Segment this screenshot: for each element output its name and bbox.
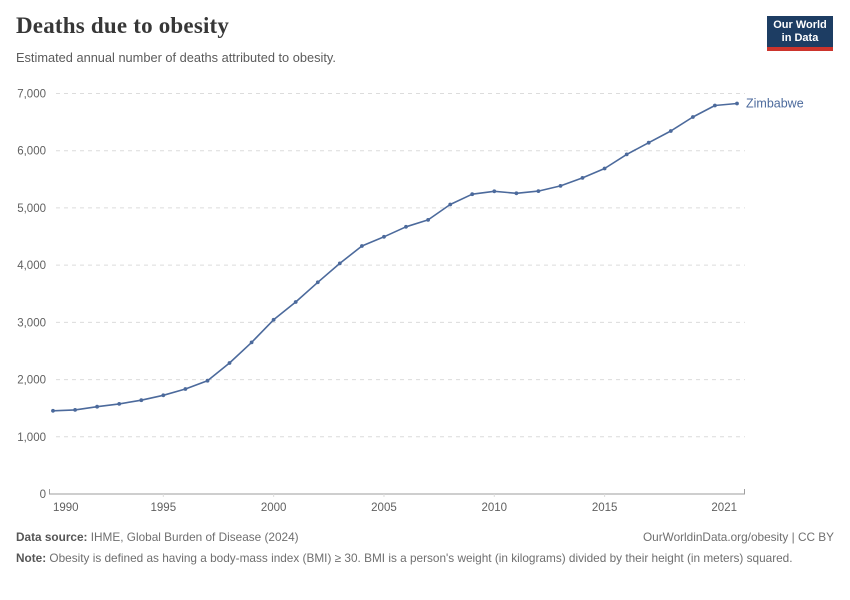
data-point[interactable] xyxy=(646,140,651,145)
data-point[interactable] xyxy=(73,408,77,412)
data-point[interactable] xyxy=(293,300,298,304)
data-point[interactable] xyxy=(51,408,55,413)
note-text: Obesity is defined as having a body-mass… xyxy=(46,550,793,565)
x-axis-tick-label: 2015 xyxy=(592,502,618,514)
note-label: Note: xyxy=(16,550,47,565)
data-point[interactable] xyxy=(183,387,188,391)
data-point[interactable] xyxy=(602,166,607,171)
data-point[interactable] xyxy=(337,261,342,266)
chart-note: Note: Obesity is defined as having a bod… xyxy=(16,551,834,567)
x-axis-tick-label: 2000 xyxy=(261,502,287,514)
data-point[interactable] xyxy=(382,234,386,239)
chart-footer: Data source: IHME, Global Burden of Dise… xyxy=(16,530,834,567)
owid-license-link[interactable]: OurWorldinData.org/obesity | CC BY xyxy=(642,530,834,544)
data-point[interactable] xyxy=(271,317,276,322)
data-point[interactable] xyxy=(558,184,563,188)
data-point[interactable] xyxy=(426,218,430,222)
y-axis-tick-label: 4,000 xyxy=(17,260,46,272)
data-point[interactable] xyxy=(117,402,122,406)
data-point[interactable] xyxy=(448,202,453,207)
x-axis-tick-label: 2005 xyxy=(371,502,397,514)
y-axis-tick-label: 7,000 xyxy=(17,89,46,101)
y-axis-tick-label: 0 xyxy=(40,489,46,501)
data-point[interactable] xyxy=(580,176,585,180)
y-axis-tick-label: 3,000 xyxy=(17,317,46,329)
data-point[interactable] xyxy=(315,280,320,285)
data-source-text: IHME, Global Burden of Disease (2024) xyxy=(87,530,299,544)
data-line[interactable] xyxy=(52,102,738,412)
data-point[interactable] xyxy=(624,152,629,157)
data-point[interactable] xyxy=(161,393,166,398)
data-point[interactable] xyxy=(536,189,541,193)
data-point[interactable] xyxy=(668,129,673,133)
owid-logo-line1: Our World xyxy=(773,19,827,31)
data-point[interactable] xyxy=(735,101,739,106)
data-point[interactable] xyxy=(227,361,232,365)
chart-title: Deaths due to obesity xyxy=(16,13,230,38)
data-point[interactable] xyxy=(360,244,364,248)
owid-logo-red-bar xyxy=(767,47,833,52)
data-point[interactable] xyxy=(249,340,254,345)
data-source: Data source: IHME, Global Burden of Dise… xyxy=(16,530,299,546)
x-axis-tick-label: 1990 xyxy=(53,502,79,514)
series-end-label[interactable]: Zimbabwe xyxy=(746,97,804,111)
data-point[interactable] xyxy=(95,404,99,409)
line-chart[interactable]: 0 1,000 2,000 3,000 4,000 5,000 6,000 7,000 1990… xyxy=(0,80,850,520)
y-axis-tick-label: 6,000 xyxy=(17,146,46,158)
y-axis-tick-label: 1,000 xyxy=(17,432,46,444)
x-axis-tick-label: 2010 xyxy=(481,502,507,514)
data-point[interactable] xyxy=(404,224,408,229)
data-source-label: Data source: xyxy=(16,530,88,544)
data-point[interactable] xyxy=(713,103,717,108)
x-axis-tick-label: 2021 xyxy=(711,502,737,514)
owid-logo[interactable]: Our World in Data xyxy=(767,16,833,52)
data-point[interactable] xyxy=(470,192,475,197)
data-point[interactable] xyxy=(691,115,695,119)
data-point[interactable] xyxy=(514,191,519,196)
owid-logo-box: Our World in Data xyxy=(767,16,833,48)
owid-logo-line2: in Data xyxy=(781,32,819,45)
x-axis-tick-label: 1995 xyxy=(151,502,177,514)
chart-subtitle: Estimated annual number of deaths attrib… xyxy=(16,50,336,65)
data-point[interactable] xyxy=(492,189,497,194)
y-axis-tick-label: 2,000 xyxy=(17,375,46,387)
data-point[interactable] xyxy=(139,398,144,403)
y-axis-tick-label: 5,000 xyxy=(17,203,46,215)
data-point[interactable] xyxy=(205,378,210,383)
